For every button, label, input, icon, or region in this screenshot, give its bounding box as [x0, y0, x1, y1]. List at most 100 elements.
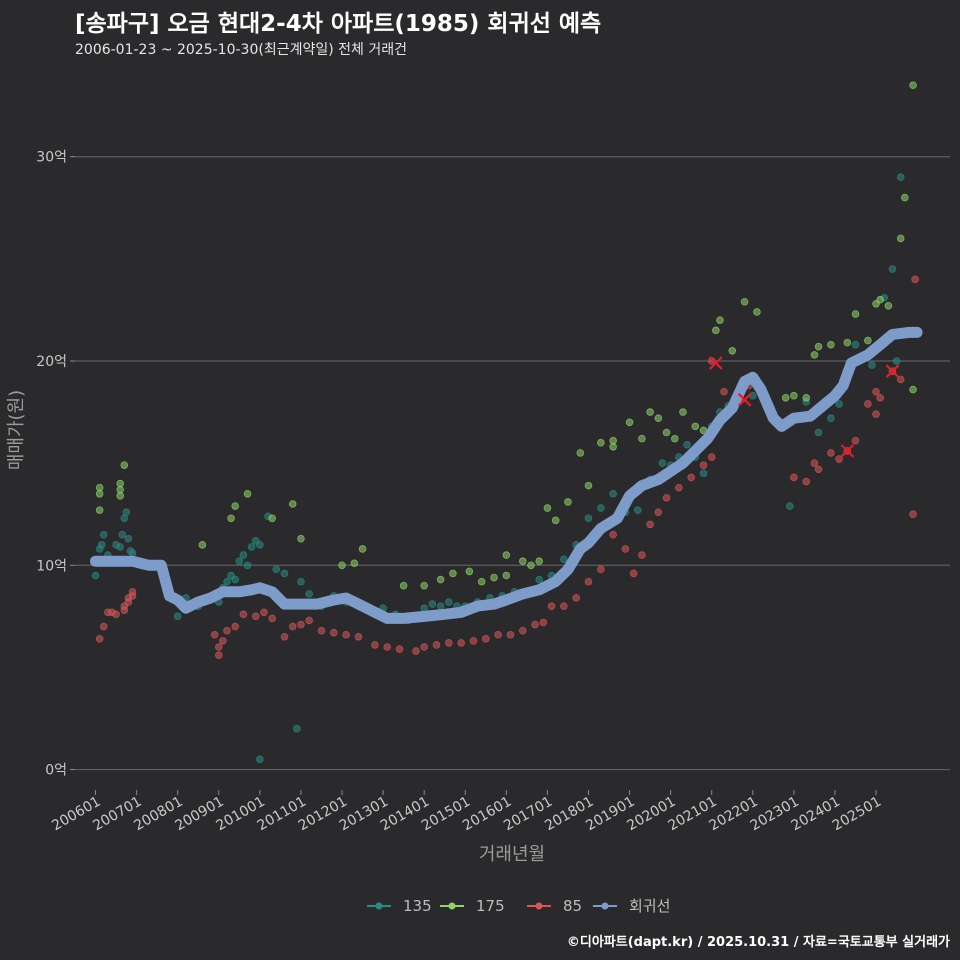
data-point-85 [539, 618, 548, 627]
legend-swatch-dot [375, 902, 383, 910]
data-point-85 [268, 614, 276, 623]
data-point-175 [864, 336, 872, 345]
data-point-135 [128, 549, 137, 557]
data-point-135 [420, 604, 428, 612]
data-point-85 [305, 616, 313, 625]
data-point-175 [810, 351, 819, 359]
data-point-175 [609, 442, 617, 451]
data-point-175 [543, 504, 552, 512]
data-point-175 [551, 516, 560, 525]
data-point-85 [251, 612, 260, 621]
data-point-85 [876, 393, 884, 402]
data-point-175 [625, 418, 634, 427]
data-point-135 [256, 755, 264, 764]
highlight-markers [709, 356, 900, 458]
data-point-175 [297, 534, 305, 543]
data-point-85 [112, 610, 120, 619]
data-point-85 [481, 635, 490, 643]
data-point-175 [518, 557, 527, 565]
data-point-175 [227, 514, 235, 523]
data-point-175 [802, 393, 811, 402]
data-point-85 [354, 632, 363, 641]
data-point-135 [814, 428, 823, 437]
legend-label: 회귀선 [629, 897, 670, 915]
data-point-175 [654, 414, 663, 423]
data-point-175 [753, 308, 761, 316]
data-point-135 [658, 459, 667, 467]
data-point-85 [872, 387, 880, 396]
data-point-85 [872, 410, 880, 418]
data-point-175 [502, 571, 511, 580]
data-point-85 [597, 565, 605, 574]
data-point-175 [638, 434, 646, 443]
data-point-135 [560, 555, 568, 563]
data-point-135 [231, 575, 240, 584]
data-point-175 [95, 489, 104, 498]
data-point-85 [95, 635, 104, 643]
legend-item-회귀선: 회귀선 [593, 897, 670, 915]
chart-title: [송파구] 오금 현대2-4차 아파트(1985) 회귀선 예측 [75, 11, 602, 37]
data-point-135 [118, 530, 127, 539]
y-axis-title: 매매가(원) [6, 390, 27, 470]
data-point-135 [97, 541, 106, 549]
x-axis-title: 거래년월 [479, 844, 545, 865]
data-point-135 [124, 534, 133, 543]
y-tick-label: 20억 [36, 354, 67, 370]
data-point-175 [198, 541, 207, 549]
data-point-135 [428, 600, 437, 608]
data-point-135 [868, 361, 876, 369]
data-point-85 [707, 453, 716, 461]
data-point-175 [490, 573, 498, 582]
data-point-85 [231, 622, 240, 631]
source-caption: ©디아파트(dapt.kr) / 2025.10.31 / 자료=국토교통부 실… [566, 935, 950, 950]
data-point-175 [527, 561, 535, 570]
data-point-85 [547, 602, 556, 610]
data-point-85 [609, 530, 617, 539]
data-point-85 [280, 632, 289, 641]
data-point-85 [629, 569, 638, 578]
data-point-135 [888, 265, 897, 273]
data-point-175 [477, 577, 486, 586]
data-point-135 [699, 469, 708, 478]
data-point-85 [584, 577, 593, 586]
y-tick-label: 30억 [36, 150, 67, 166]
data-point-85 [420, 643, 428, 651]
data-point-135 [223, 577, 231, 586]
data-point-175 [901, 193, 909, 202]
data-point-175 [896, 234, 905, 243]
data-point-85 [518, 626, 527, 635]
data-point-175 [781, 393, 790, 402]
data-point-85 [317, 626, 326, 635]
data-point-85 [223, 626, 231, 635]
data-point-175 [851, 310, 860, 318]
data-point-85 [814, 465, 823, 474]
data-point-85 [445, 639, 453, 647]
data-point-85 [572, 594, 580, 602]
data-point-175 [116, 492, 124, 500]
data-point-135 [293, 724, 301, 733]
data-point-175 [268, 514, 276, 523]
data-point-135 [235, 557, 244, 565]
data-point-135 [445, 598, 453, 606]
data-point-135 [609, 489, 617, 498]
data-point-135 [305, 590, 313, 598]
y-tick-label: 0억 [45, 763, 67, 779]
data-point-85 [675, 483, 683, 492]
data-point-175 [576, 449, 585, 457]
data-point-135 [851, 340, 860, 349]
data-point-175 [288, 500, 297, 508]
grid-lines [75, 156, 950, 771]
data-point-85 [214, 651, 223, 659]
data-point-135 [827, 414, 835, 423]
data-point-175 [884, 302, 893, 310]
legend-swatch-dot [601, 902, 609, 910]
data-point-175 [399, 581, 408, 590]
data-point-135 [633, 506, 642, 514]
data-point-85 [371, 641, 379, 649]
data-point-85 [911, 275, 919, 284]
data-point-135 [785, 502, 794, 510]
data-point-175 [358, 545, 367, 553]
data-point-85 [662, 494, 671, 502]
data-point-85 [288, 622, 297, 631]
data-point-85 [128, 588, 137, 596]
